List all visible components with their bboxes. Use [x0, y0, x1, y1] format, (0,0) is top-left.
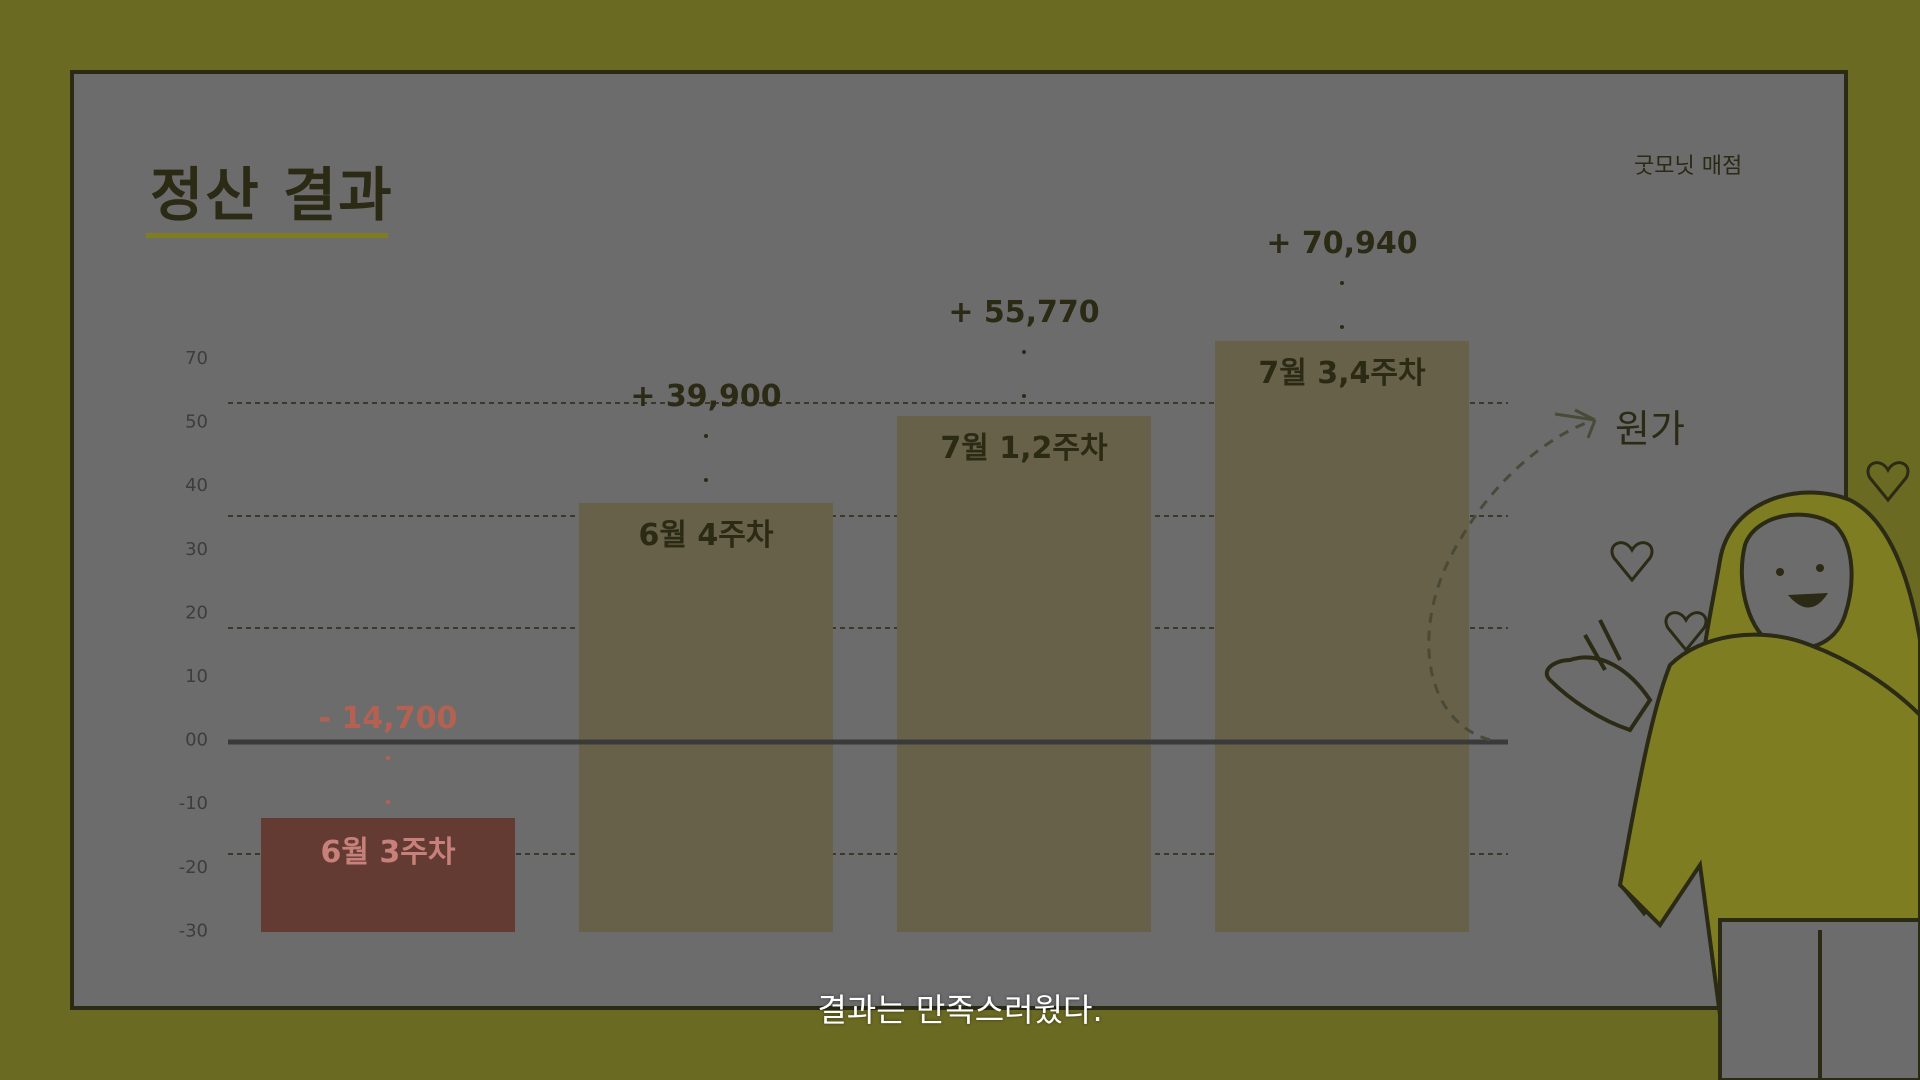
category-label: 6월 3주차	[321, 835, 456, 870]
y-tick-label: 10	[185, 666, 208, 687]
y-tick-label: 40	[185, 475, 208, 496]
category-label: 6월 4주차	[639, 518, 774, 553]
y-tick-label: 20	[185, 602, 208, 623]
bar	[1215, 341, 1469, 932]
title-underline	[146, 233, 388, 238]
arrowhead-icon	[1554, 408, 1597, 439]
y-tick-label: 50	[185, 412, 208, 433]
y-tick-label: -30	[179, 920, 208, 941]
waving-girl-illustration	[1544, 461, 1920, 1080]
connector-dot	[1022, 350, 1026, 354]
connector-dot	[1340, 325, 1344, 329]
connector-dot	[386, 800, 390, 804]
connector-dot	[386, 756, 390, 760]
y-tick-label: -10	[179, 793, 208, 814]
y-tick-label: 30	[185, 539, 208, 560]
bar	[261, 818, 515, 932]
page-title: 정산 결과	[150, 161, 394, 229]
value-label: - 14,700	[319, 701, 458, 736]
heart-icon	[1610, 541, 1654, 583]
category-label: 7월 3,4주차	[1258, 356, 1426, 391]
value-label: + 70,940	[1266, 226, 1417, 261]
cost-annotation: 원가	[1615, 407, 1685, 451]
connector-dot	[704, 478, 708, 482]
category-label: 7월 1,2주차	[940, 431, 1108, 466]
connector-dot	[1022, 394, 1026, 398]
connector-dot	[704, 434, 708, 438]
store-label: 굿모닛 매점	[1634, 154, 1743, 179]
subtitle-caption: 결과는 만족스러웠다.	[817, 991, 1103, 1029]
heart-icon	[1866, 461, 1910, 503]
value-label: + 39,900	[630, 379, 781, 414]
value-label: + 55,770	[948, 295, 1099, 330]
bar	[579, 503, 833, 932]
y-tick-label: 00	[185, 730, 208, 751]
y-tick-label: 70	[185, 348, 208, 369]
y-tick-label: -20	[179, 857, 208, 878]
annotation-arrow	[1427, 418, 1596, 742]
connector-dot	[1340, 281, 1344, 285]
bar	[897, 416, 1151, 932]
